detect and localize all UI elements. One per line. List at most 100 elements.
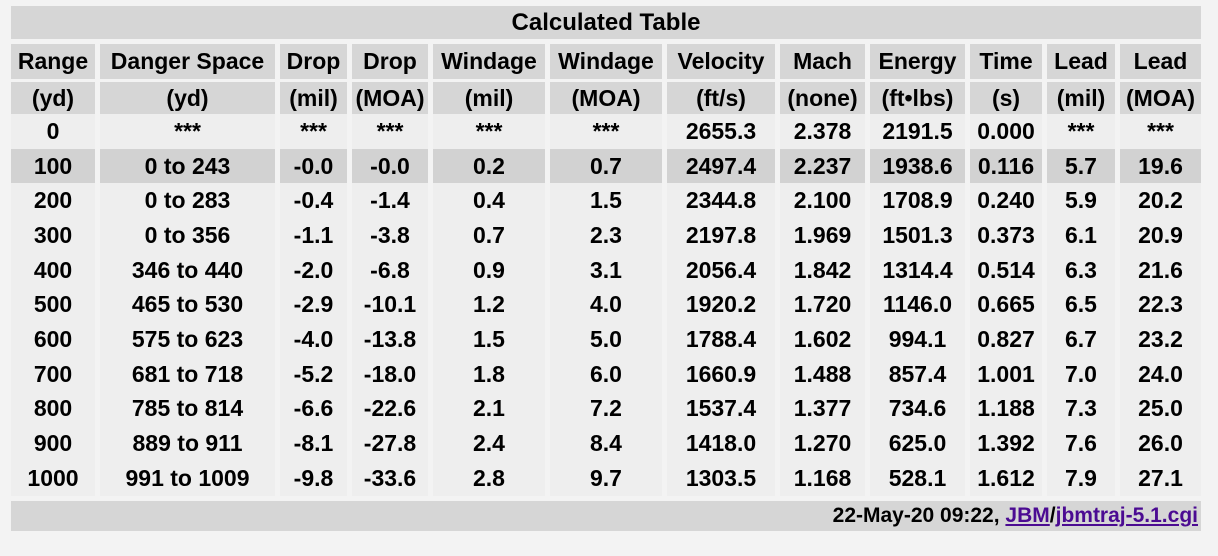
table-cell: 528.1 xyxy=(870,460,970,496)
jbmtraj-link[interactable]: jbmtraj-5.1.cgi xyxy=(1055,504,1198,527)
table-cell: 1660.9 xyxy=(667,356,780,392)
table-cell: 1.2 xyxy=(433,287,550,323)
table-cell: 0 to 356 xyxy=(100,218,280,253)
table-cell: -4.0 xyxy=(280,322,352,357)
table-cell: -6.8 xyxy=(352,252,433,288)
table-cell: 2197.8 xyxy=(667,218,780,253)
column-unit: (MOA) xyxy=(1120,79,1201,114)
table-cell: 24.0 xyxy=(1120,356,1201,392)
column-header: Energy xyxy=(870,44,970,79)
column-unit: (mil) xyxy=(1047,79,1120,114)
column-header: Windage xyxy=(433,44,550,79)
table-cell: 5.9 xyxy=(1047,183,1120,219)
table-cell: 9.7 xyxy=(550,460,667,496)
table-cell: 1.168 xyxy=(780,460,870,496)
table-cell: 2.3 xyxy=(550,218,667,253)
table-cell: 0.827 xyxy=(970,322,1047,357)
table-cell: 1.188 xyxy=(970,391,1047,427)
table-cell: 575 to 623 xyxy=(100,322,280,357)
table-cell: 5.7 xyxy=(1047,148,1120,184)
table-cell: 2.4 xyxy=(433,426,550,461)
table-row: 600 575 to 623 -4.0 -13.8 1.5 5.0 1788.4 1.602 9… xyxy=(11,322,1201,357)
table-cell: *** xyxy=(550,114,667,149)
table-row: 100 0 to 243 -0.0 -0.0 0.2 0.7 2497.4 2.237 1938… xyxy=(11,148,1201,184)
table-cell: 2344.8 xyxy=(667,183,780,219)
table-title: Calculated Table xyxy=(11,6,1201,39)
table-cell: -27.8 xyxy=(352,426,433,461)
table-cell: 5.0 xyxy=(550,322,667,357)
table-cell: 6.3 xyxy=(1047,252,1120,288)
table-cell: 8.4 xyxy=(550,426,667,461)
column-unit: (ft/s) xyxy=(667,79,780,114)
table-cell: 0.7 xyxy=(550,148,667,184)
table-cell: 0.9 xyxy=(433,252,550,288)
table-cell: *** xyxy=(352,114,433,149)
table-cell: 734.6 xyxy=(870,391,970,427)
table-cell: -18.0 xyxy=(352,356,433,392)
table-cell: 2497.4 xyxy=(667,148,780,184)
table-row: 700 681 to 718 -5.2 -18.0 1.8 6.0 1660.9 1.488 8… xyxy=(11,356,1201,392)
table-cell: -13.8 xyxy=(352,322,433,357)
column-unit: (MOA) xyxy=(352,79,433,114)
table-cell: 23.2 xyxy=(1120,322,1201,357)
table-cell: 346 to 440 xyxy=(100,252,280,288)
table-cell: -0.4 xyxy=(280,183,352,219)
table-row: 900 889 to 911 -8.1 -27.8 2.4 8.4 1418.0 1.270 6… xyxy=(11,426,1201,461)
table-cell: *** xyxy=(100,114,280,149)
table-cell: 1.612 xyxy=(970,460,1047,496)
table-cell: 1708.9 xyxy=(870,183,970,219)
table-cell: 1303.5 xyxy=(667,460,780,496)
column-unit: (mil) xyxy=(280,79,352,114)
table-cell: 994.1 xyxy=(870,322,970,357)
jbm-link[interactable]: JBM xyxy=(1005,504,1050,527)
column-header: Drop xyxy=(280,44,352,79)
table-cell: 857.4 xyxy=(870,356,970,392)
table-cell: 2.100 xyxy=(780,183,870,219)
table-cell: 681 to 718 xyxy=(100,356,280,392)
table-row: 200 0 to 283 -0.4 -1.4 0.4 1.5 2344.8 2.100 1708… xyxy=(11,183,1201,219)
table-cell: -6.6 xyxy=(280,391,352,427)
table-cell: 2.8 xyxy=(433,460,550,496)
table-cell: 1501.3 xyxy=(870,218,970,253)
table-row: 1000 991 to 1009 -9.8 -33.6 2.8 9.7 1303.5 1.16… xyxy=(11,460,1201,496)
table-cell: 2191.5 xyxy=(870,114,970,149)
table-row: 800 785 to 814 -6.6 -22.6 2.1 7.2 1537.4 1.377 7… xyxy=(11,391,1201,427)
column-header: Drop xyxy=(352,44,433,79)
table-cell: 1.969 xyxy=(780,218,870,253)
table-cell: 7.3 xyxy=(1047,391,1120,427)
table-cell: 0.7 xyxy=(433,218,550,253)
column-unit: (mil) xyxy=(433,79,550,114)
table-cell: 600 xyxy=(11,322,100,357)
table-cell: 2.1 xyxy=(433,391,550,427)
table-row: 0 *** *** *** *** *** 2655.3 2.378 2191.5 0.000 **… xyxy=(11,114,1201,149)
table-cell: 1788.4 xyxy=(667,322,780,357)
table-cell: *** xyxy=(280,114,352,149)
trajectory-table: Range Danger Space Drop Drop Windage Windage V… xyxy=(11,44,1201,496)
table-cell: 7.0 xyxy=(1047,356,1120,392)
table-cell: 1920.2 xyxy=(667,287,780,323)
table-cell: -0.0 xyxy=(280,148,352,184)
table-cell: 1000 xyxy=(11,460,100,496)
table-cell: 1.392 xyxy=(970,426,1047,461)
table-cell: 1.720 xyxy=(780,287,870,323)
column-header: Lead xyxy=(1047,44,1120,79)
table-cell: 991 to 1009 xyxy=(100,460,280,496)
table-cell: -0.0 xyxy=(352,148,433,184)
table-cell: -1.1 xyxy=(280,218,352,253)
table-cell: 6.5 xyxy=(1047,287,1120,323)
table-cell: 0.665 xyxy=(970,287,1047,323)
table-cell: 7.6 xyxy=(1047,426,1120,461)
table-cell: 1.5 xyxy=(433,322,550,357)
table-cell: 7.9 xyxy=(1047,460,1120,496)
table-cell: 1.602 xyxy=(780,322,870,357)
table-cell: *** xyxy=(433,114,550,149)
table-cell: 400 xyxy=(11,252,100,288)
table-cell: 0 to 243 xyxy=(100,148,280,184)
column-header: Velocity xyxy=(667,44,780,79)
table-cell: 27.1 xyxy=(1120,460,1201,496)
column-header: Windage xyxy=(550,44,667,79)
column-unit: (none) xyxy=(780,79,870,114)
table-cell: 6.7 xyxy=(1047,322,1120,357)
table-cell: -2.9 xyxy=(280,287,352,323)
table-cell: 0.4 xyxy=(433,183,550,219)
